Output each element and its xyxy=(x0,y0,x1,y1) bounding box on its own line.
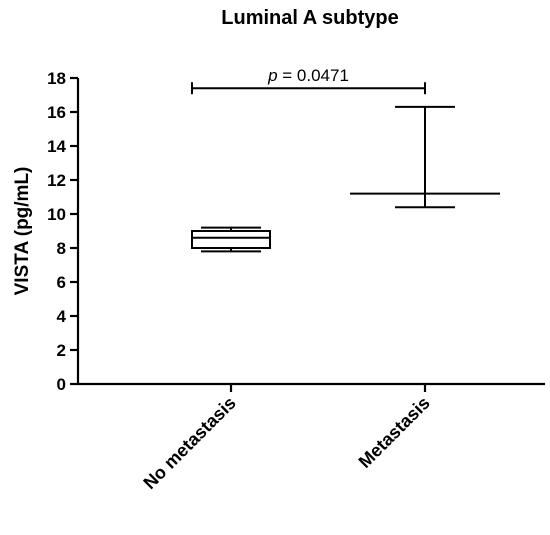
y-tick-label: 0 xyxy=(57,375,66,394)
y-tick-label: 10 xyxy=(47,205,66,224)
chart-title: Luminal A subtype xyxy=(221,7,398,29)
box-2 xyxy=(350,105,500,209)
p-value-label: p = 0.0471 xyxy=(267,66,349,85)
y-tick-label: 2 xyxy=(57,341,66,360)
x-axis-ticks: No metastasis Metastasis xyxy=(139,384,434,493)
significance-annotation: p = 0.0471 xyxy=(191,66,426,95)
y-tick-label: 12 xyxy=(47,171,66,190)
p-value-text: = 0.0471 xyxy=(278,66,349,85)
y-tick-label: 8 xyxy=(57,239,66,258)
y-axis-ticks: 0 2 4 6 8 10 12 14 16 18 xyxy=(47,69,78,394)
x-tick-label: No metastasis xyxy=(139,393,239,493)
box-1 xyxy=(191,226,271,253)
y-tick-label: 14 xyxy=(47,137,66,156)
y-axis-label: VISTA (pg/mL) xyxy=(12,167,33,296)
axes xyxy=(76,78,545,386)
iqr-box xyxy=(191,230,271,249)
y-tick-label: 6 xyxy=(57,273,66,292)
x-tick-label: Metastasis xyxy=(355,393,434,472)
y-tick-label: 4 xyxy=(57,307,67,326)
p-symbol: p xyxy=(267,66,277,85)
y-tick-label: 18 xyxy=(47,69,66,88)
boxes xyxy=(191,105,500,253)
y-tick-label: 16 xyxy=(47,103,66,122)
